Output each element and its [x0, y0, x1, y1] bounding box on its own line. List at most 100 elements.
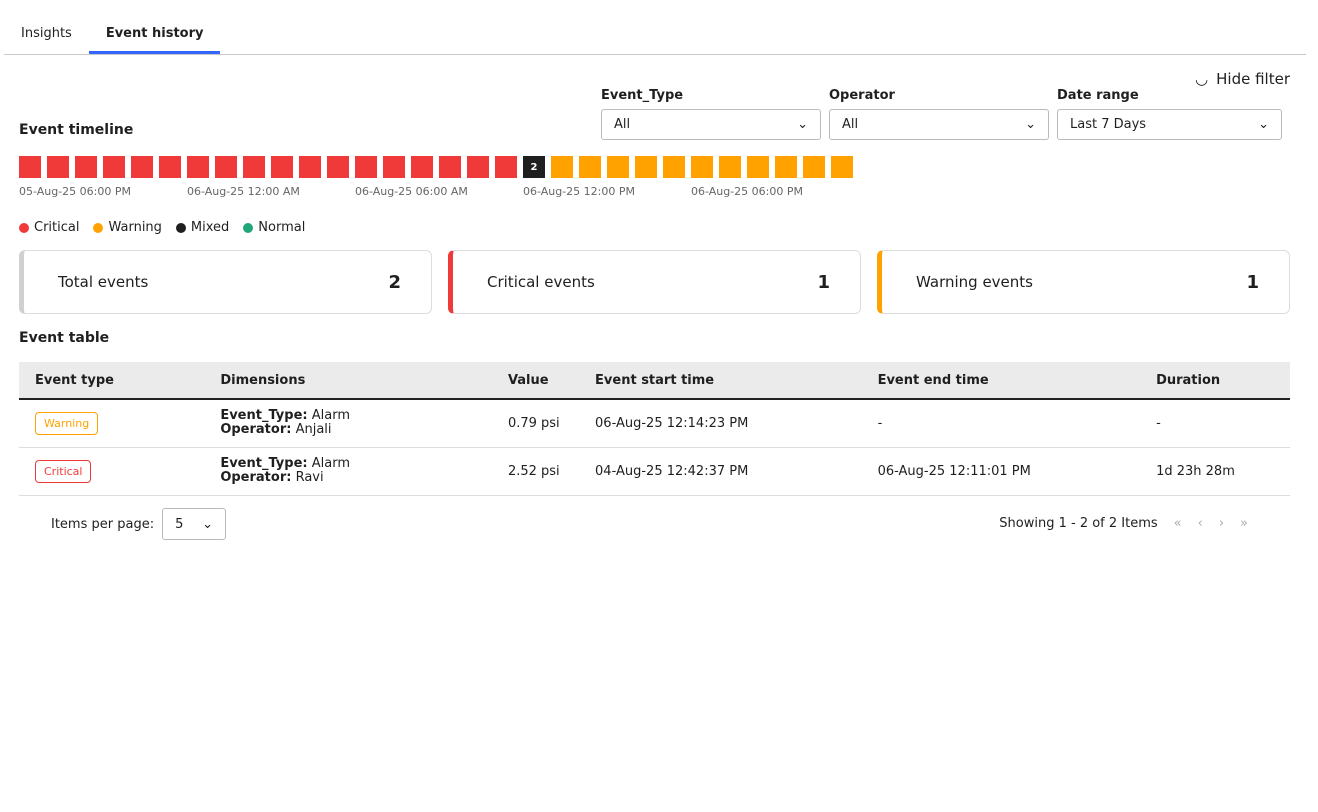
- timeline-block-warning[interactable]: [607, 156, 629, 178]
- tab-event-history[interactable]: Event history: [88, 18, 221, 54]
- timeline-block-critical[interactable]: [271, 156, 293, 178]
- timeline-block-critical[interactable]: [355, 156, 377, 178]
- timeline-tick-label: 06-Aug-25 12:00 PM: [523, 185, 635, 198]
- summary-card: Total events 2: [19, 250, 432, 314]
- dim-value: Ravi: [295, 470, 324, 485]
- table-row[interactable]: Warning Event_Type: Alarm Operator: Anjal…: [19, 399, 1290, 448]
- legend-label: Normal: [258, 220, 306, 235]
- legend-label: Mixed: [190, 220, 230, 235]
- timeline-block-mixed[interactable]: 2: [523, 156, 545, 178]
- timeline-block-critical[interactable]: [159, 156, 181, 178]
- timeline-block-critical[interactable]: [411, 156, 433, 178]
- legend-item: Critical: [19, 220, 79, 235]
- timeline-block-warning[interactable]: [551, 156, 573, 178]
- column-header[interactable]: Value: [491, 362, 580, 400]
- timeline-block-critical[interactable]: [327, 156, 349, 178]
- timeline-block-warning[interactable]: [747, 156, 769, 178]
- select-value: All: [614, 117, 631, 132]
- select-value: 5: [175, 516, 184, 532]
- start-time-cell: 04-Aug-25 12:42:37 PM: [579, 447, 862, 496]
- legend-dot-icon: [93, 222, 104, 233]
- timeline-block-critical[interactable]: [103, 156, 125, 178]
- items-per-page-label: Items per page:: [51, 516, 155, 532]
- chevron-down-icon: ⌄: [797, 117, 808, 132]
- timeline-block-warning[interactable]: [719, 156, 741, 178]
- card-value: 1: [1246, 271, 1259, 293]
- items-per-page: Items per page: 5 ⌄: [51, 508, 227, 540]
- dim-key: Event_Type:: [220, 408, 308, 424]
- tab-bar: Insights Event history: [4, 18, 1306, 55]
- card-value: 2: [388, 271, 401, 293]
- prev-page-icon[interactable]: ‹: [1197, 516, 1203, 531]
- chevron-down-icon: ⌄: [1258, 117, 1269, 132]
- card-label: Critical events: [487, 273, 595, 291]
- legend-dot-icon: [243, 222, 254, 233]
- column-header[interactable]: Dimensions: [204, 362, 492, 400]
- timeline-block-critical[interactable]: [131, 156, 153, 178]
- column-header[interactable]: Event end time: [861, 362, 1141, 400]
- timeline-block-warning[interactable]: [691, 156, 713, 178]
- hide-filter-label: Hide filter: [1216, 70, 1290, 88]
- summary-card: Critical events 1: [448, 250, 861, 314]
- timeline-block-critical[interactable]: [439, 156, 461, 178]
- timeline-block-warning[interactable]: [803, 156, 825, 178]
- event-table: Event type Dimensions Value Event start tim…: [19, 362, 1290, 496]
- date-range-select[interactable]: Last 7 Days ⌄: [1057, 109, 1282, 140]
- column-header[interactable]: Event start time: [579, 362, 862, 400]
- start-time-cell: 06-Aug-25 12:14:23 PM: [579, 399, 862, 448]
- timeline-block-critical[interactable]: [19, 156, 41, 178]
- timeline-block-critical[interactable]: [243, 156, 265, 178]
- timeline-block-critical[interactable]: [215, 156, 237, 178]
- dim-key: Operator:: [220, 422, 292, 438]
- timeline-block-warning[interactable]: [663, 156, 685, 178]
- dim-key: Operator:: [220, 470, 292, 485]
- legend-item: Normal: [243, 220, 305, 235]
- timeline-block-warning[interactable]: [775, 156, 797, 178]
- column-header[interactable]: Duration: [1140, 362, 1290, 400]
- duration-cell: -: [1140, 399, 1290, 448]
- last-page-icon[interactable]: »: [1240, 516, 1248, 531]
- timeline-block-warning[interactable]: [635, 156, 657, 178]
- timeline-block-warning[interactable]: [831, 156, 853, 178]
- dim-value: Alarm: [311, 456, 350, 471]
- hide-filter-button[interactable]: ◡ Hide filter: [1195, 70, 1290, 88]
- filter-label: Event_Type: [601, 88, 684, 103]
- timeline-tick-label: 05-Aug-25 06:00 PM: [19, 185, 131, 198]
- timeline-block-warning[interactable]: [579, 156, 601, 178]
- legend-dot-icon: [175, 222, 186, 233]
- column-header[interactable]: Event type: [19, 362, 205, 400]
- showing-text: Showing 1 - 2 of 2 Items: [999, 516, 1158, 531]
- timeline-block-critical[interactable]: [187, 156, 209, 178]
- next-page-icon[interactable]: ›: [1218, 516, 1225, 531]
- event-type-select[interactable]: All ⌄: [601, 109, 821, 140]
- filter-label: Operator: [829, 88, 895, 103]
- items-per-page-select[interactable]: 5 ⌄: [162, 508, 227, 540]
- timeline-block-critical[interactable]: [383, 156, 405, 178]
- filter-event-type: Event_Type All ⌄: [601, 88, 821, 140]
- end-time-cell: -: [861, 399, 1141, 448]
- card-label: Total events: [58, 273, 149, 291]
- timeline-block-critical[interactable]: [75, 156, 97, 178]
- timeline-block-critical[interactable]: [495, 156, 517, 178]
- end-time-cell: 06-Aug-25 12:11:01 PM: [861, 447, 1141, 496]
- timeline-block-critical[interactable]: [299, 156, 321, 178]
- chevron-down-icon: ⌄: [202, 516, 214, 532]
- timeline-block-critical[interactable]: [467, 156, 489, 178]
- operator-select[interactable]: All ⌄: [829, 109, 1049, 140]
- dim-value: Anjali: [295, 422, 332, 438]
- tab-insights[interactable]: Insights: [21, 26, 72, 41]
- timeline-block-critical[interactable]: [47, 156, 69, 178]
- summary-card: Warning events 1: [877, 250, 1290, 314]
- card-label: Warning events: [916, 273, 1033, 291]
- first-page-icon[interactable]: «: [1173, 516, 1182, 531]
- filter-date-range: Date range Last 7 Days ⌄: [1057, 88, 1282, 140]
- table-row[interactable]: Critical Event_Type: Alarm Operator: Ravi…: [19, 447, 1290, 496]
- legend-dot-icon: [19, 222, 29, 233]
- dim-value: Alarm: [311, 408, 350, 424]
- timeline-tick-label: 06-Aug-25 06:00 AM: [355, 185, 468, 198]
- dim-key: Event_Type:: [220, 456, 308, 471]
- timeline-title: Event timeline: [19, 122, 134, 138]
- legend-item: Mixed: [175, 220, 230, 235]
- card-value: 1: [817, 271, 830, 293]
- filter-label: Date range: [1057, 88, 1139, 103]
